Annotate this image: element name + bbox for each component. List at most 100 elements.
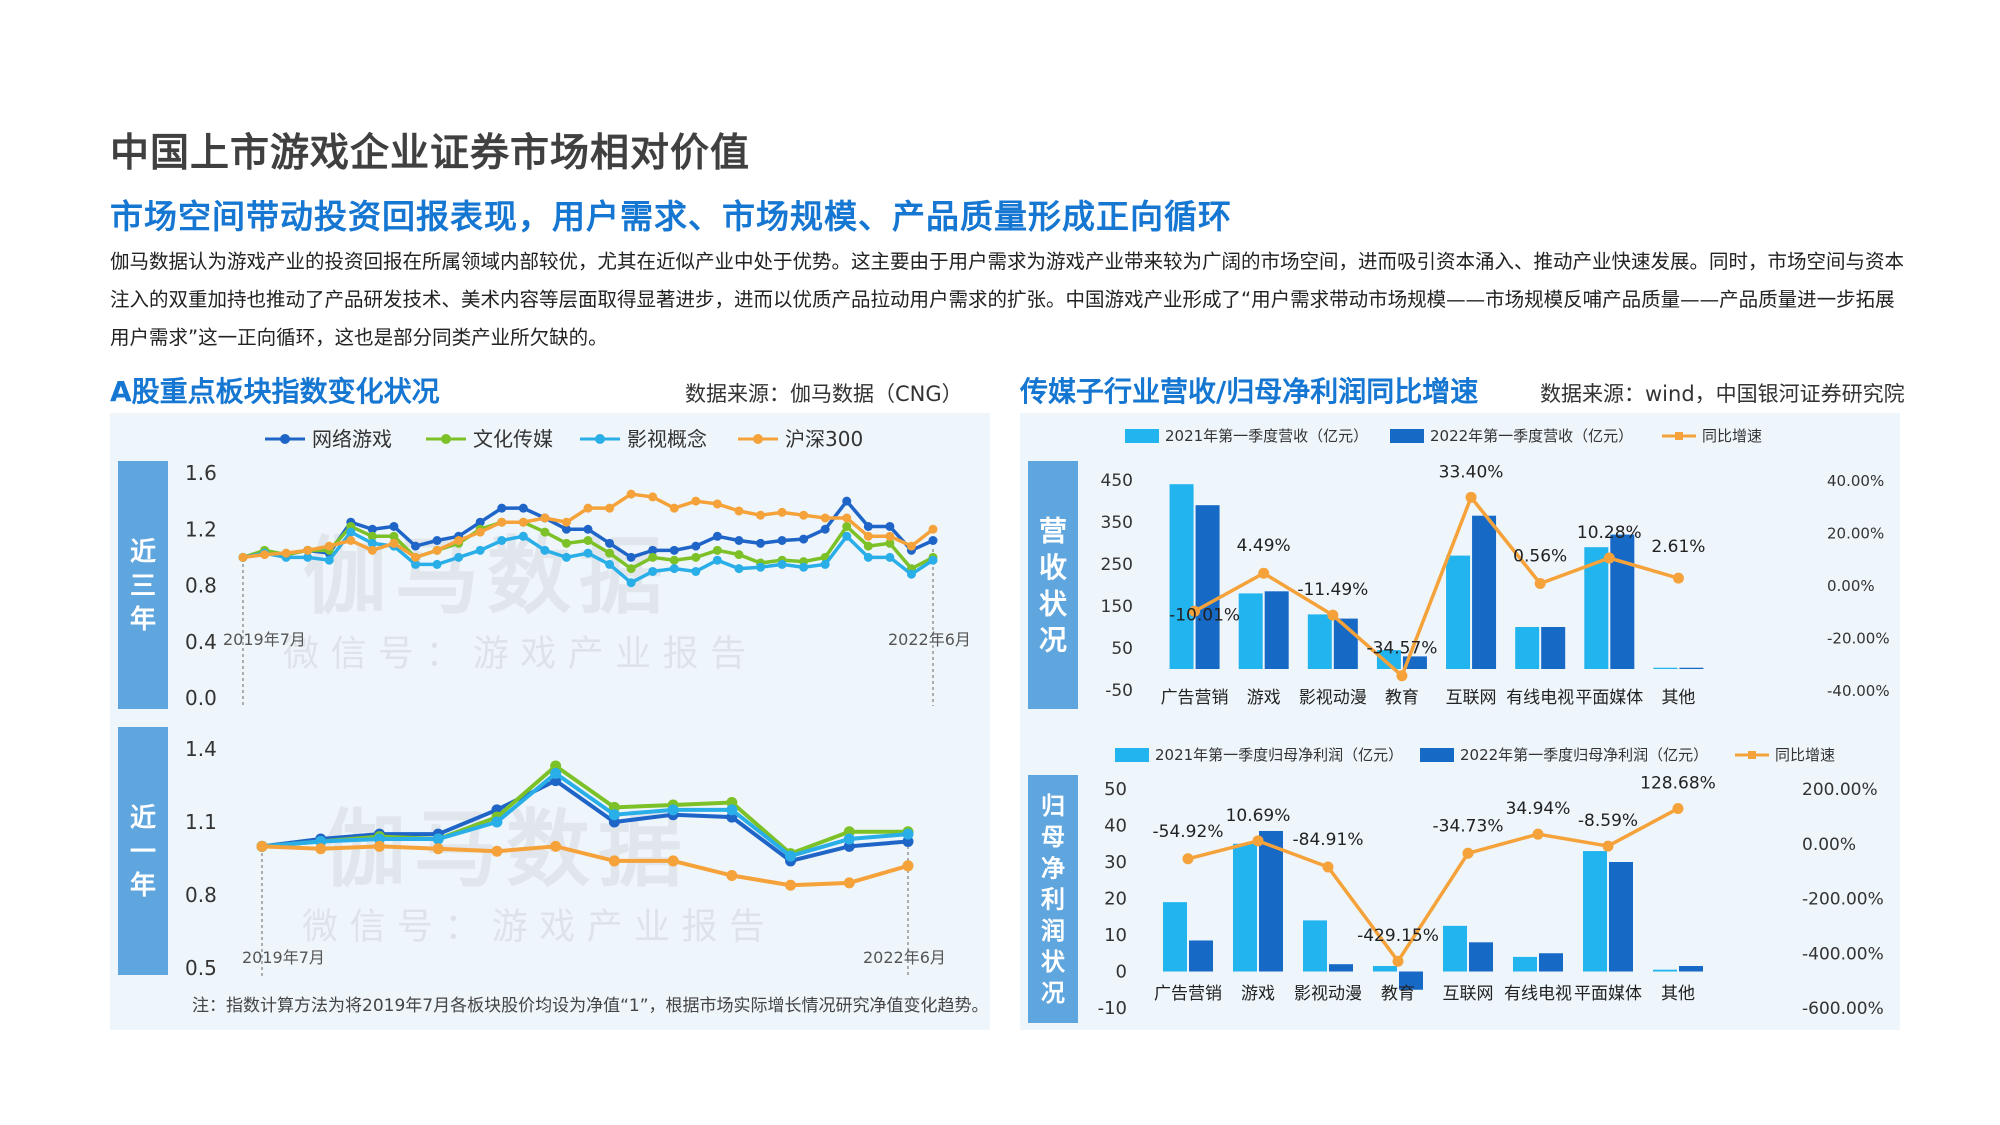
- bar: [1233, 843, 1257, 972]
- side-label-net_profit-char: 母: [1041, 823, 1065, 851]
- side-label-three-year-char: 年: [130, 604, 156, 635]
- side-label-three-year-bg: [118, 461, 168, 709]
- bar: [1653, 969, 1677, 972]
- legend-swatch-marker: [1675, 432, 1683, 440]
- legend-label: 影视概念: [627, 427, 707, 451]
- data-point: [712, 499, 722, 509]
- bar: [1264, 591, 1289, 669]
- bar: [1443, 925, 1467, 972]
- data-point: [626, 578, 636, 588]
- bar: [1469, 942, 1493, 972]
- category-label: 互联网: [1446, 688, 1497, 708]
- category-label: 影视动漫: [1299, 688, 1367, 708]
- watermark-subtext: 微 信 号 ： 游 戏 产 业 报 告: [283, 634, 746, 675]
- data-point: [367, 524, 377, 534]
- bar: [1259, 830, 1283, 972]
- data-point: [691, 541, 701, 551]
- yoy-point: [1603, 552, 1615, 564]
- data-point: [648, 566, 658, 576]
- bar: [1472, 515, 1497, 669]
- data-point: [820, 559, 830, 569]
- data-point: [928, 555, 938, 565]
- y-right-tick-label: -200.00%: [1802, 890, 1884, 910]
- legend-label: 网络游戏: [312, 427, 392, 451]
- data-point: [540, 513, 550, 523]
- side-label-net_profit-char: 润: [1041, 917, 1065, 945]
- legend-swatch-bar: [1390, 429, 1424, 443]
- data-point: [734, 506, 744, 516]
- legend-swatch-bar: [1420, 748, 1454, 762]
- data-point: [885, 552, 895, 562]
- data-point: [367, 538, 377, 548]
- data-point: [389, 531, 399, 541]
- yoy-line: [1193, 493, 1679, 679]
- y-left-tick-label: 50: [1104, 779, 1127, 800]
- data-point: [550, 767, 562, 779]
- data-point: [518, 517, 528, 527]
- yoy-point: [1327, 609, 1339, 621]
- bar: [1446, 555, 1471, 669]
- data-point: [777, 536, 787, 545]
- data-point: [785, 879, 797, 891]
- data-point: [373, 840, 385, 852]
- data-point: [561, 538, 571, 548]
- bar: [1539, 953, 1563, 972]
- data-point: [346, 536, 356, 545]
- yoy-point: [1396, 670, 1408, 682]
- category-label: 其他: [1661, 688, 1695, 708]
- data-point: [756, 510, 765, 520]
- y-right-tick-label: 0.00%: [1827, 577, 1875, 595]
- data-point: [648, 492, 658, 502]
- data-point: [497, 536, 507, 545]
- page-subtitle: 市场空间带动投资回报表现，用户需求、市场规模、产品质量形成正向循环: [110, 197, 1232, 236]
- bar: [1163, 902, 1187, 972]
- data-point: [726, 870, 738, 882]
- y-right-tick-label: -40.00%: [1827, 682, 1890, 700]
- side-label-net_profit-char: 归: [1041, 792, 1065, 820]
- data-point: [843, 833, 855, 845]
- data-point: [432, 536, 442, 545]
- side-label-one-year-char: 近: [130, 804, 156, 834]
- yoy-data-label: 10.28%: [1577, 523, 1642, 543]
- category-label: 有线电视: [1506, 688, 1574, 708]
- data-point: [669, 555, 679, 565]
- right-source: 数据来源：wind，中国银河证券研究院: [1540, 382, 1905, 406]
- data-point: [799, 534, 809, 544]
- category-label: 有线电视: [1504, 984, 1572, 1004]
- yoy-data-label: 10.69%: [1226, 806, 1291, 826]
- data-point: [491, 816, 503, 828]
- yoy-data-label: -54.92%: [1153, 822, 1224, 842]
- yoy-point: [1672, 803, 1684, 815]
- data-point: [756, 538, 765, 548]
- yoy-data-label: -10.01%: [1169, 605, 1240, 625]
- data-point: [626, 564, 636, 574]
- data-point: [669, 503, 679, 513]
- y-right-tick-label: 0.00%: [1802, 835, 1856, 855]
- data-point: [411, 552, 420, 562]
- yoy-data-label: -11.49%: [1297, 580, 1368, 600]
- data-point: [260, 550, 270, 560]
- data-point: [583, 548, 593, 558]
- category-label: 影视动漫: [1294, 984, 1362, 1004]
- data-point: [863, 541, 873, 551]
- intro-paragraph: 伽马数据认为游戏产业的投资回报在所属领域内部较优，尤其在近似产业中处于优势。这主…: [110, 250, 1905, 349]
- y-right-tick-label: -400.00%: [1802, 944, 1884, 964]
- data-point: [777, 559, 787, 569]
- data-point: [315, 843, 327, 855]
- category-label: 其他: [1661, 984, 1695, 1004]
- y-tick-label: 0.0: [185, 686, 217, 710]
- category-label: 广告营销: [1154, 984, 1222, 1004]
- bar: [1376, 650, 1401, 669]
- yoy-point: [1534, 578, 1546, 590]
- yoy-point: [1672, 572, 1684, 584]
- y-left-tick-label: 350: [1101, 513, 1133, 533]
- legend-swatch-dot: [595, 434, 605, 444]
- data-point: [902, 828, 914, 840]
- data-point: [691, 496, 701, 506]
- data-point: [626, 489, 636, 499]
- y-left-tick-label: -50: [1105, 681, 1133, 701]
- yoy-data-label: 33.40%: [1439, 462, 1504, 482]
- data-point: [734, 564, 744, 574]
- data-point: [550, 840, 562, 852]
- data-point: [799, 510, 809, 520]
